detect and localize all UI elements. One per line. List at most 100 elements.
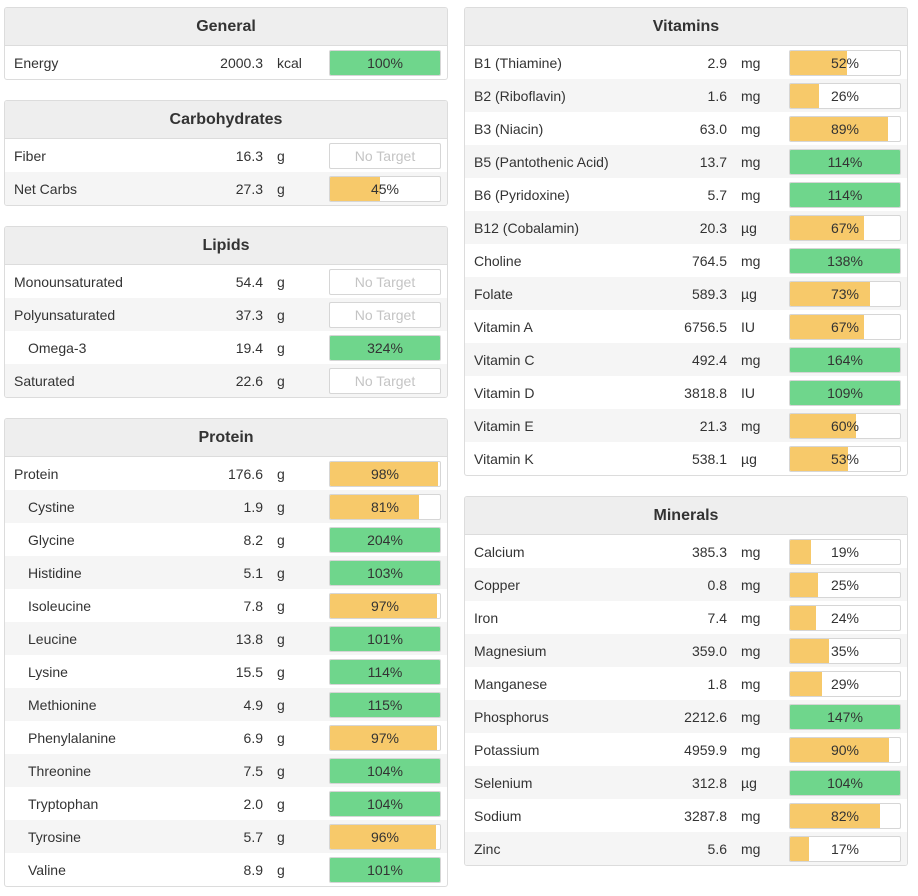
nutrient-row-vitamin-d: Vitamin D 3818.8 IU 109% (465, 376, 907, 409)
nutrient-amount: 1.9 (243, 498, 263, 515)
nutrient-amount: 538.1 (691, 450, 727, 467)
nutrient-unit: mg (741, 840, 761, 857)
nutrient-amount: 1.8 (707, 675, 727, 692)
target-progress-bar: 53% (789, 445, 901, 472)
progress-fill (330, 593, 437, 618)
nutrient-row-sodium: Sodium 3287.8 mg 82% (465, 799, 907, 832)
target-progress-bar: 109% (789, 379, 901, 406)
nutrient-amount: 7.4 (707, 609, 727, 626)
nutrient-amount: 8.2 (243, 531, 263, 548)
nutrient-amount: 1.6 (707, 87, 727, 104)
nutrient-row-isoleucine: Isoleucine 7.8 g 97% (5, 589, 447, 622)
nutrient-name: B3 (Niacin) (474, 120, 544, 137)
nutrient-amount: 2212.6 (684, 708, 727, 725)
target-progress-bar: 114% (329, 658, 441, 685)
progress-fill (330, 527, 440, 552)
progress-percent: 45% (370, 180, 400, 197)
progress-percent: 109% (827, 384, 863, 401)
progress-fill (330, 692, 440, 717)
nutrient-unit: mg (741, 120, 761, 137)
progress-fill (330, 758, 440, 783)
progress-fill (330, 626, 440, 651)
nutrient-unit: g (277, 147, 285, 164)
nutrient-amount: 2000.3 (220, 54, 263, 71)
nutrient-name: Glycine (28, 531, 75, 548)
nutrient-unit: mg (741, 54, 761, 71)
nutrient-name: Copper (474, 576, 520, 593)
nutrient-unit: kcal (277, 54, 302, 71)
progress-fill (790, 836, 809, 861)
nutrient-unit: g (277, 180, 285, 197)
nutrient-name: Monounsaturated (14, 273, 123, 290)
target-progress-bar: 103% (329, 559, 441, 586)
nutrient-name: Iron (474, 609, 499, 626)
nutrient-row-fiber: Fiber 16.3 g No Target (5, 139, 447, 172)
nutrient-name: Saturated (14, 372, 75, 389)
target-progress-bar: 25% (789, 571, 901, 598)
nutrient-amount: 312.8 (691, 774, 727, 791)
progress-percent: No Target (354, 273, 416, 290)
nutrient-unit: mg (741, 741, 761, 758)
nutrient-unit: mg (741, 351, 761, 368)
progress-percent: 147% (827, 708, 863, 725)
nutrient-unit: mg (741, 807, 761, 824)
progress-fill (790, 182, 900, 207)
target-progress-bar: 73% (789, 280, 901, 307)
nutrient-amount: 4.9 (243, 696, 263, 713)
nutrient-unit: mg (741, 708, 761, 725)
right-column: Vitamins B1 (Thiamine) 2.9 mg 52% B2 (Ribofla… (464, 7, 908, 886)
panel-protein: Protein Protein 176.6 g 98% Cystine 1.9 g 81% Gly… (4, 418, 448, 887)
nutrient-amount: 37.3 (235, 306, 263, 323)
nutrient-unit: mg (741, 609, 761, 626)
target-progress-bar: 35% (789, 637, 901, 664)
nutrient-amount: 13.8 (235, 630, 263, 647)
target-progress-bar: 81% (329, 493, 441, 520)
nutrient-unit: g (277, 861, 285, 878)
progress-percent: 97% (370, 597, 400, 614)
nutrient-unit: µg (741, 219, 757, 236)
progress-percent: 60% (830, 417, 860, 434)
nutrient-row-vitamin-c: Vitamin C 492.4 mg 164% (465, 343, 907, 376)
progress-fill (790, 149, 900, 174)
progress-percent: 101% (367, 861, 403, 878)
progress-percent: 104% (367, 795, 403, 812)
target-progress-bar: 324% (329, 334, 441, 361)
target-progress-bar: 204% (329, 526, 441, 553)
progress-percent: No Target (354, 306, 416, 323)
nutrient-amount: 2.0 (243, 795, 263, 812)
nutrient-unit: mg (741, 153, 761, 170)
nutrient-amount: 492.4 (691, 351, 727, 368)
nutrient-row-protein: Protein 176.6 g 98% (5, 457, 447, 490)
progress-fill (330, 659, 440, 684)
nutrient-row-cystine: Cystine 1.9 g 81% (5, 490, 447, 523)
progress-percent: 164% (827, 351, 863, 368)
target-progress-bar: 89% (789, 115, 901, 142)
nutrient-amount: 764.5 (691, 252, 727, 269)
target-progress-bar: 98% (329, 460, 441, 487)
panel-title: Carbohydrates (5, 101, 447, 139)
progress-percent: 25% (830, 576, 860, 593)
nutrient-unit: mg (741, 642, 761, 659)
nutrient-name: Protein (14, 465, 59, 482)
progress-percent: 29% (830, 675, 860, 692)
progress-percent: 204% (367, 531, 403, 548)
left-column: General Energy 2000.3 kcal 100% Carbohydrates… (4, 7, 448, 896)
nutrient-name: Lysine (28, 663, 68, 680)
progress-fill (330, 494, 420, 519)
progress-percent: No Target (354, 372, 416, 389)
nutrient-unit: g (277, 696, 285, 713)
panel-carbohydrates: Carbohydrates Fiber 16.3 g No Target Net Carb… (4, 100, 448, 206)
nutrient-row-monounsaturated: Monounsaturated 54.4 g No Target (5, 265, 447, 298)
nutrient-amount: 13.7 (699, 153, 727, 170)
nutrient-row-folate: Folate 589.3 µg 73% (465, 277, 907, 310)
progress-percent: 98% (370, 465, 400, 482)
panel-body: Monounsaturated 54.4 g No Target Polyunsatur… (5, 265, 447, 397)
progress-fill (330, 50, 440, 75)
target-progress-bar: 100% (329, 49, 441, 76)
target-progress-bar: 138% (789, 247, 901, 274)
nutrient-name: Zinc (474, 840, 501, 857)
progress-percent: 17% (830, 840, 860, 857)
nutrient-row-saturated: Saturated 22.6 g No Target (5, 364, 447, 397)
nutrient-amount: 16.3 (235, 147, 263, 164)
nutrient-amount: 8.9 (243, 861, 263, 878)
